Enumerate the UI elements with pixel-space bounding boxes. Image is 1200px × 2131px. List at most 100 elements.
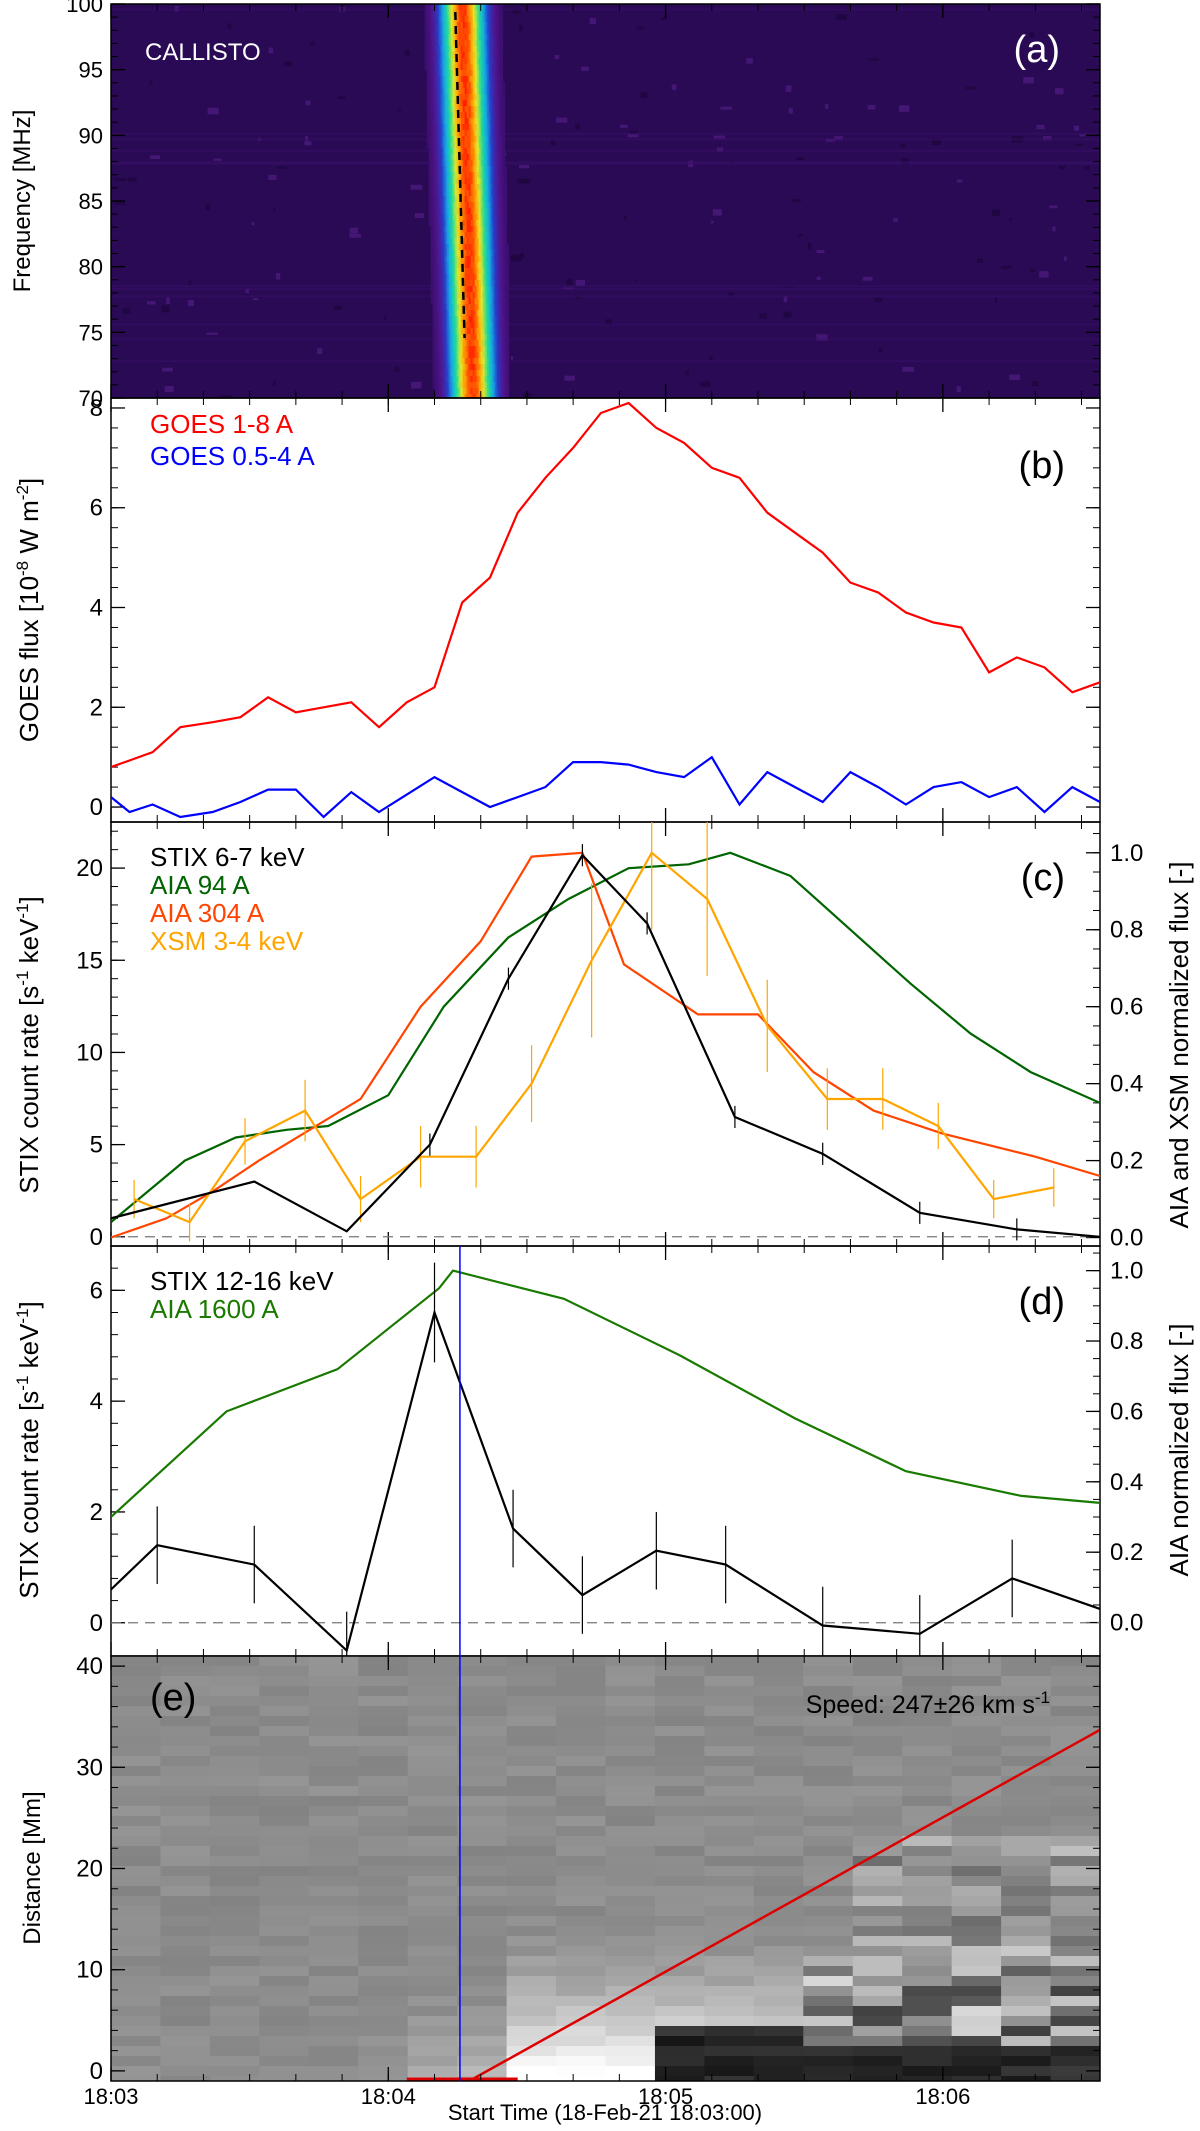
map-cell [209, 1696, 260, 1707]
spectrogram-cell [498, 292, 502, 299]
spectrogram-cell [440, 322, 444, 329]
map-cell [704, 1836, 755, 1847]
spectrogram-cell [486, 154, 490, 161]
spectrogram-cell [486, 118, 490, 125]
spectrogram-cell [434, 202, 438, 209]
map-cell [308, 2006, 359, 2017]
map-cell [358, 1846, 409, 1857]
spectrogram-cell [434, 76, 438, 83]
map-cell [951, 2006, 1002, 2017]
spectrogram-noise [630, 130, 638, 135]
map-cell [556, 1796, 606, 1807]
map-cell [308, 1816, 359, 1827]
map-cell [457, 1986, 508, 1997]
map-cell [654, 1866, 705, 1877]
map-cell [803, 1666, 854, 1677]
spectrogram-cell [482, 364, 486, 371]
map-cell [902, 2036, 953, 2047]
map-cell [209, 2036, 260, 2047]
spectrogram-cell [430, 208, 434, 215]
spectrogram-cell [470, 214, 474, 221]
spectrogram-cell [498, 178, 502, 185]
spectrogram-cell [454, 286, 458, 293]
spectrogram-cell [436, 154, 440, 161]
spectrogram-cell [484, 148, 488, 155]
spectrogram-cell [490, 190, 494, 197]
spectrogram-cell [494, 160, 498, 167]
spectrogram-cell [460, 328, 464, 335]
spectrogram-cell [456, 76, 460, 83]
spectrogram-cell [458, 106, 462, 113]
map-cell [506, 1966, 557, 1977]
spectrogram-cell [456, 322, 460, 329]
spectrogram-cell [462, 160, 466, 167]
spectrogram-cell [440, 166, 444, 173]
spectrogram-cell [470, 100, 474, 107]
spectrogram-cell [480, 268, 484, 275]
spectrogram-cell [502, 250, 506, 257]
map-cell [605, 1676, 656, 1687]
spectrogram-cell [504, 310, 508, 317]
spectrogram-cell [472, 64, 476, 71]
spectrogram-cell [452, 10, 456, 17]
map-cell [704, 1686, 755, 1697]
spectrogram-cell [472, 220, 476, 227]
spectrogram-cell [492, 268, 496, 275]
spectrogram-cell [442, 346, 446, 353]
map-cell [407, 1996, 458, 2007]
spectrogram-cell [452, 82, 456, 89]
y2tick-label: 0.8 [1110, 917, 1143, 944]
panel-d-series [111, 1262, 1100, 1656]
spectrogram-cell [486, 130, 490, 137]
spectrogram-cell [454, 4, 458, 11]
spectrogram-cell [494, 190, 498, 197]
spectrogram-cell [492, 142, 496, 149]
map-cell [506, 1766, 557, 1777]
spectrogram-cell [482, 238, 486, 245]
spectrogram-cell [506, 292, 510, 299]
spectrogram-cell [442, 286, 446, 293]
map-cell [308, 1656, 359, 1667]
spectrogram-cell [432, 178, 436, 185]
spectrogram-cell [490, 358, 494, 365]
spectrogram-cell [436, 166, 440, 173]
spectrogram-cell [486, 298, 490, 305]
spectrogram-cell [502, 280, 506, 287]
map-cell [605, 1726, 656, 1737]
spectrogram-cell [446, 394, 450, 398]
spectrogram-cell [432, 130, 436, 137]
spectrogram-cell [466, 112, 470, 119]
spectrogram-cell [438, 64, 442, 71]
map-cell [209, 1946, 260, 1957]
spectrogram-cell [432, 244, 436, 251]
spectrogram-cell [502, 202, 506, 209]
map-cell [209, 1966, 260, 1977]
spectrogram-cell [472, 358, 476, 365]
spectrogram-cell [464, 148, 468, 155]
spectrogram-cell [486, 382, 490, 389]
map-cell [1050, 1796, 1100, 1807]
spectrogram-cell [444, 124, 448, 131]
spectrogram-cell [438, 232, 442, 239]
spectrogram-cell [462, 112, 466, 119]
spectrogram-cell [500, 10, 504, 17]
spectrogram-cell [484, 88, 488, 95]
map-cell [209, 1736, 260, 1747]
spectrogram-cell [478, 118, 482, 125]
spectrogram-cell [434, 172, 438, 179]
map-cell [753, 1776, 804, 1787]
spectrogram-cell [500, 58, 504, 65]
spectrogram-cell [434, 208, 438, 215]
spectrogram-cell [438, 16, 442, 23]
spectrogram-cell [492, 196, 496, 203]
map-cell [753, 1866, 804, 1877]
spectrogram-cell [488, 172, 492, 179]
spectrogram-cell [434, 34, 438, 41]
spectrogram-cell [476, 370, 480, 377]
spectrogram-cell [472, 274, 476, 281]
map-cell [704, 1766, 755, 1777]
map-cell [407, 1726, 458, 1737]
spectrogram-cell [450, 274, 454, 281]
spectrogram-cell [430, 262, 434, 269]
spectrogram-cell [442, 376, 446, 383]
